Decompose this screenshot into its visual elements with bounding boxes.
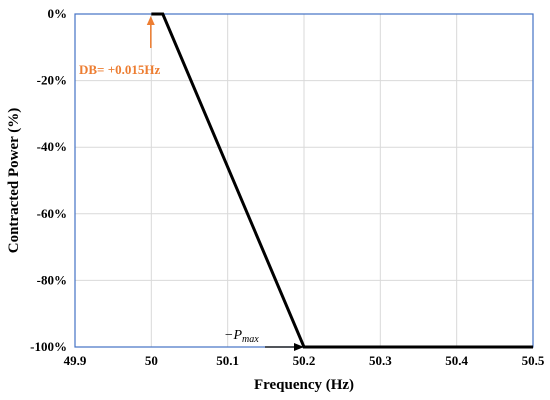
x-tick-label: 50.2 <box>293 353 316 368</box>
y-tick-label: -40% <box>37 139 67 154</box>
y-tick-label: 0% <box>48 6 68 21</box>
y-tick-label: -80% <box>37 272 67 287</box>
series-polyline <box>151 12 533 349</box>
pmax-label: −Pmax <box>224 328 259 345</box>
x-tick-label: 50 <box>145 353 158 368</box>
pmax-subscript: max <box>242 334 259 345</box>
y-tick-label: -20% <box>37 73 67 88</box>
y-tick-label: -100% <box>30 339 67 354</box>
pmax-arrow-head <box>294 343 304 351</box>
y-axis-title: Contracted Power (%) <box>6 108 22 254</box>
y-tick-label: -60% <box>37 206 67 221</box>
y-tick-labels: 0% -20% -40% -60% -80% -100% <box>30 6 67 354</box>
x-tick-label: 49.9 <box>64 353 87 368</box>
pmax-annotation: −Pmax <box>224 328 304 351</box>
x-tick-label: 50.1 <box>216 353 239 368</box>
pmax-symbol: P <box>232 328 242 343</box>
x-tick-label: 50.4 <box>445 353 468 368</box>
x-axis-title: Frequency (Hz) <box>254 377 354 393</box>
pmax-prefix: − <box>224 328 233 343</box>
deadband-arrow-head <box>146 16 155 25</box>
deadband-label: DB= +0.015Hz <box>79 62 160 77</box>
x-tick-label: 50.3 <box>369 353 392 368</box>
deadband-annotation: DB= +0.015Hz <box>79 16 160 77</box>
x-tick-label: 50.5 <box>522 353 545 368</box>
x-tick-labels: 49.9 50 50.1 50.2 50.3 50.4 50.5 <box>64 353 545 368</box>
series-line <box>151 12 533 349</box>
